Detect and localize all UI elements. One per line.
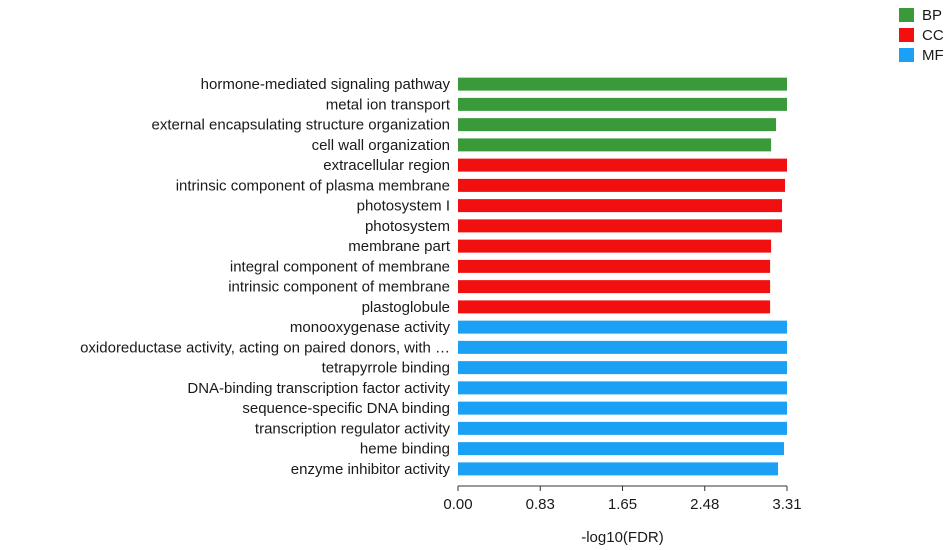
- x-tick-label: 0.83: [526, 496, 555, 513]
- bar-bp: [458, 77, 787, 91]
- bar-bp: [458, 97, 787, 111]
- bar-bp: [458, 138, 772, 152]
- category-label: photosystem I: [357, 198, 450, 215]
- category-label: intrinsic component of plasma membrane: [176, 177, 450, 194]
- bar-mf: [458, 421, 787, 435]
- category-label: hormone-mediated signaling pathway: [201, 76, 451, 93]
- category-label: heme binding: [360, 441, 450, 458]
- category-label: monooxygenase activity: [290, 319, 451, 336]
- category-label: integral component of membrane: [230, 258, 450, 275]
- category-label: tetrapyrrole binding: [322, 360, 450, 377]
- x-tick-label: 1.65: [608, 496, 637, 513]
- category-label: membrane part: [348, 238, 451, 255]
- legend-swatch-mf: [899, 48, 914, 62]
- bar-cc: [458, 300, 771, 314]
- bar-mf: [458, 340, 787, 354]
- bar-cc: [458, 199, 783, 213]
- category-label: extracellular region: [323, 157, 450, 174]
- bar-cc: [458, 178, 786, 192]
- bar-mf: [458, 381, 787, 395]
- bar-cc: [458, 259, 771, 273]
- category-label: transcription regulator activity: [255, 420, 451, 437]
- category-label: sequence-specific DNA binding: [242, 400, 450, 417]
- x-tick-label: 2.48: [690, 496, 719, 513]
- bar-mf: [458, 361, 787, 375]
- category-label: cell wall organization: [312, 137, 450, 154]
- category-label: enzyme inhibitor activity: [291, 461, 451, 478]
- legend-swatch-bp: [899, 8, 914, 22]
- category-label: photosystem: [365, 218, 450, 235]
- x-tick-label: 3.31: [772, 496, 801, 513]
- bar-cc: [458, 219, 783, 233]
- bars-group: [458, 77, 787, 476]
- category-label: metal ion transport: [326, 96, 451, 113]
- bar-bp: [458, 118, 777, 132]
- x-axis-title: -log10(FDR): [581, 529, 664, 546]
- legend-label-cc: CC: [922, 27, 944, 44]
- category-label: DNA-binding transcription factor activit…: [187, 380, 450, 397]
- category-label: oxidoreductase activity, acting on paire…: [80, 339, 450, 356]
- bar-mf: [458, 320, 787, 334]
- legend-label-mf: MF: [922, 47, 944, 64]
- x-axis: 0.00 0.83 1.65 2.48 3.31: [443, 485, 802, 513]
- legend: BP CC MF: [899, 7, 944, 64]
- legend-swatch-cc: [899, 28, 914, 42]
- bar-cc: [458, 239, 772, 253]
- bar-mf: [458, 442, 785, 456]
- x-tick-label: 0.00: [443, 496, 472, 513]
- category-label: intrinsic component of membrane: [228, 279, 450, 296]
- bar-mf: [458, 462, 779, 476]
- category-label: plastoglobule: [362, 299, 450, 316]
- bar-mf: [458, 401, 787, 415]
- bar-cc: [458, 158, 787, 172]
- category-label: external encapsulating structure organiz…: [151, 117, 450, 134]
- legend-label-bp: BP: [922, 7, 942, 24]
- bar-cc: [458, 280, 771, 294]
- category-labels: hormone-mediated signaling pathway metal …: [80, 76, 451, 478]
